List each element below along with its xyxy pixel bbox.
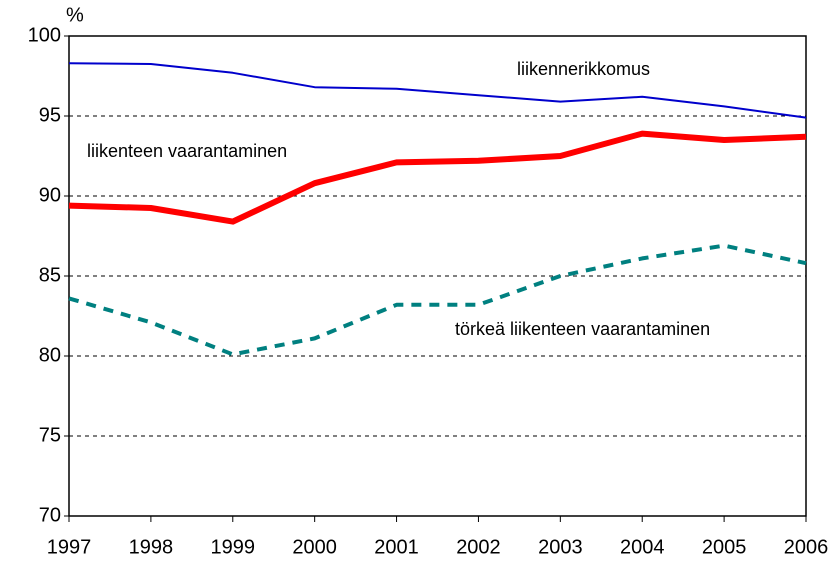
- x-tick-label: 2002: [456, 536, 501, 558]
- series-line: [68, 130, 807, 225]
- x-tick-label: 2005: [702, 536, 747, 558]
- x-tick-label: 2001: [374, 536, 419, 558]
- y-tick-label: 85: [39, 264, 61, 286]
- series-label: törkeä liikenteen vaarantaminen: [455, 319, 710, 339]
- plot-frame: [68, 35, 807, 517]
- y-tick-label: 90: [39, 184, 61, 206]
- y-tick-label: 70: [39, 504, 61, 526]
- y-tick-label: 95: [39, 104, 61, 126]
- y-axis-label: %: [66, 4, 84, 26]
- x-tick-label: 2000: [292, 536, 337, 558]
- y-tick-label: 80: [39, 344, 61, 366]
- series-label: liikennerikkomus: [517, 59, 650, 79]
- x-tick-label: 2004: [620, 536, 665, 558]
- x-tick-label: 2006: [784, 536, 829, 558]
- x-tick-label: 1999: [211, 536, 256, 558]
- series-line: [68, 62, 807, 119]
- series-label: liikenteen vaarantaminen: [87, 141, 287, 161]
- x-tick-label: 2003: [538, 536, 583, 558]
- y-tick-label: 100: [28, 24, 61, 46]
- x-tick-label: 1997: [47, 536, 92, 558]
- x-tick-label: 1998: [129, 536, 174, 558]
- series-line: [68, 243, 807, 357]
- y-tick-label: 75: [39, 424, 61, 446]
